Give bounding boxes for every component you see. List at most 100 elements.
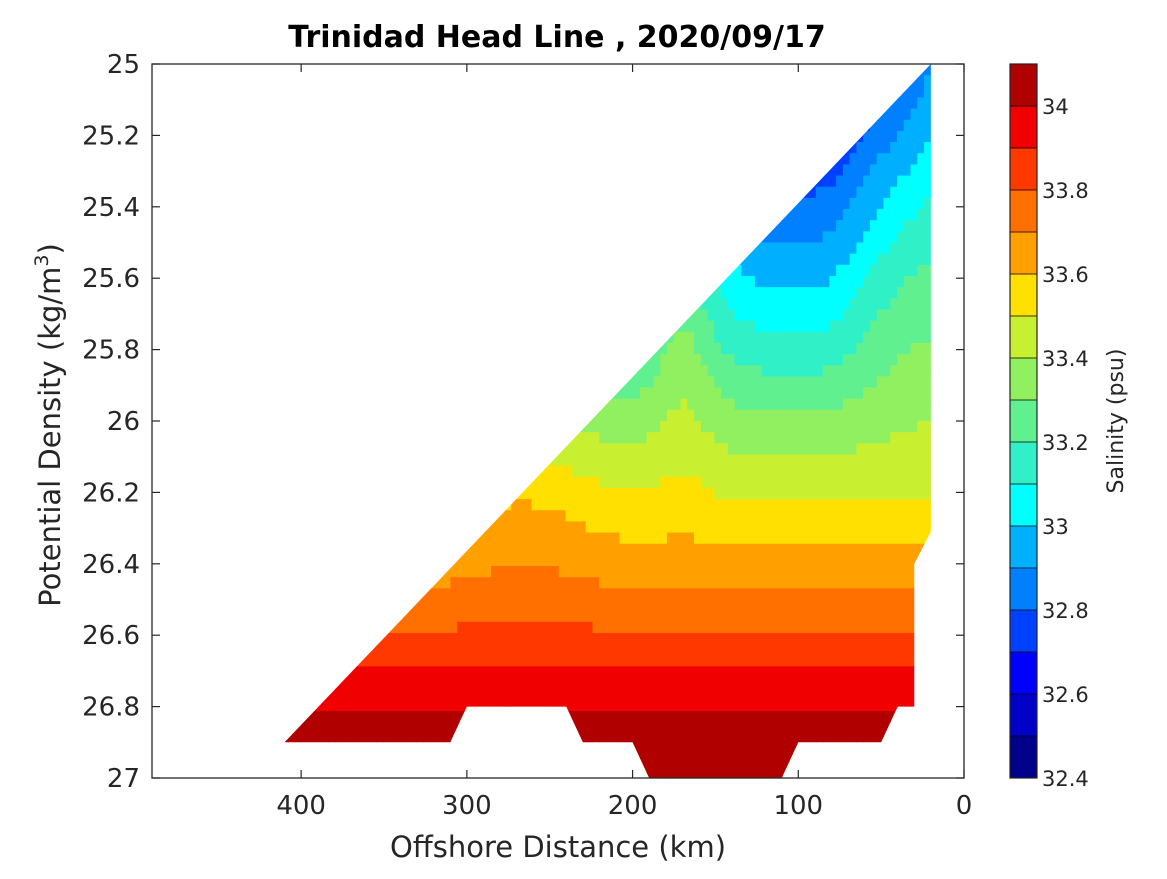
contour-cell <box>707 487 715 500</box>
contour-cell <box>450 677 458 690</box>
contour-cell <box>727 342 736 355</box>
contour-cell <box>727 376 736 389</box>
contour-cell <box>700 554 709 567</box>
contour-cell <box>721 387 729 400</box>
contour-cell <box>788 521 797 534</box>
contour-cell <box>416 666 424 679</box>
contour-cell <box>694 387 702 400</box>
contour-cell <box>660 588 668 601</box>
contour-cell <box>639 655 648 668</box>
contour-cell <box>673 476 682 489</box>
contour-cell <box>572 655 580 668</box>
contour-cell <box>619 566 627 578</box>
contour-cell <box>578 733 587 746</box>
contour-cell <box>477 543 485 556</box>
contour-cell <box>477 699 485 712</box>
contour-cell <box>741 443 749 456</box>
contour-cell <box>633 688 641 701</box>
contour-cell <box>700 621 709 634</box>
contour-cell <box>660 599 668 612</box>
contour-cell <box>382 644 391 656</box>
contour-cell <box>538 610 546 623</box>
contour-cell <box>633 543 641 556</box>
contour-cell <box>680 655 688 668</box>
contour-cell <box>714 766 722 778</box>
contour-cell <box>565 621 573 634</box>
contour-cell <box>748 309 756 322</box>
contour-cell <box>328 733 336 746</box>
contour-cell <box>653 465 661 478</box>
contour-cell <box>335 688 343 701</box>
contour-cell <box>802 231 810 244</box>
contour-cell <box>531 554 539 567</box>
contour-cell <box>714 443 722 456</box>
contour-cell <box>721 331 729 344</box>
contour-cell <box>700 376 709 389</box>
contour-cell <box>585 655 594 668</box>
contour-cell <box>646 766 655 778</box>
contour-cell <box>612 443 621 456</box>
contour-cell <box>470 655 479 668</box>
contour-cell <box>754 644 763 656</box>
contour-cell <box>585 432 594 444</box>
contour-cell <box>653 766 661 778</box>
contour-cell <box>450 688 458 701</box>
contour-cell <box>362 733 370 746</box>
contour-cell <box>639 398 648 411</box>
contour-cell <box>741 365 749 377</box>
contour-cell <box>396 644 404 656</box>
contour-cell <box>775 566 783 578</box>
contour-cell <box>538 476 546 489</box>
contour-cell <box>687 543 695 556</box>
contour-cell <box>592 711 600 723</box>
contour-cell <box>612 566 621 578</box>
contour-cell <box>768 755 776 768</box>
contour-cell <box>673 722 682 734</box>
contour-cell <box>369 733 377 746</box>
contour-cell <box>734 722 742 734</box>
contour-cell <box>619 487 627 500</box>
contour-cell <box>680 711 688 723</box>
contour-cell <box>450 610 458 623</box>
contour-cell <box>626 543 634 556</box>
contour-cell <box>687 510 695 523</box>
contour-cell <box>802 644 810 656</box>
contour-cell <box>673 644 682 656</box>
contour-cell <box>639 487 648 500</box>
contour-cell <box>788 409 797 422</box>
contour-cell <box>646 655 655 668</box>
contour-cell <box>721 733 729 746</box>
contour-cell <box>714 454 722 467</box>
contour-cell <box>518 510 526 523</box>
contour-cell <box>606 677 614 690</box>
contour-cell <box>727 298 736 311</box>
contour-cell <box>781 699 790 712</box>
contour-cell <box>754 398 763 411</box>
contour-cell <box>653 487 661 500</box>
contour-cell <box>700 421 709 433</box>
contour-cell <box>511 566 519 578</box>
contour-cell <box>558 588 567 601</box>
contour-cell <box>639 532 648 545</box>
contour-cell <box>781 387 790 400</box>
contour-cell <box>639 699 648 712</box>
contour-cell <box>802 365 810 377</box>
contour-cell <box>612 577 621 589</box>
contour-cell <box>389 666 397 679</box>
contour-cell <box>612 599 621 612</box>
contour-cell <box>788 387 797 400</box>
contour-cell <box>531 521 539 534</box>
contour-cell <box>721 476 729 489</box>
contour-cell <box>673 398 682 411</box>
contour-cell <box>707 443 715 456</box>
contour-cell <box>687 744 695 757</box>
contour-cell <box>741 320 749 333</box>
contour-cell <box>477 610 485 623</box>
contour-cell <box>680 744 688 757</box>
contour-cell <box>497 588 506 601</box>
contour-cell <box>795 320 803 333</box>
contour-cell <box>714 543 722 556</box>
contour-cell <box>680 521 688 534</box>
contour-cell <box>660 376 668 389</box>
contour-cell <box>470 688 479 701</box>
